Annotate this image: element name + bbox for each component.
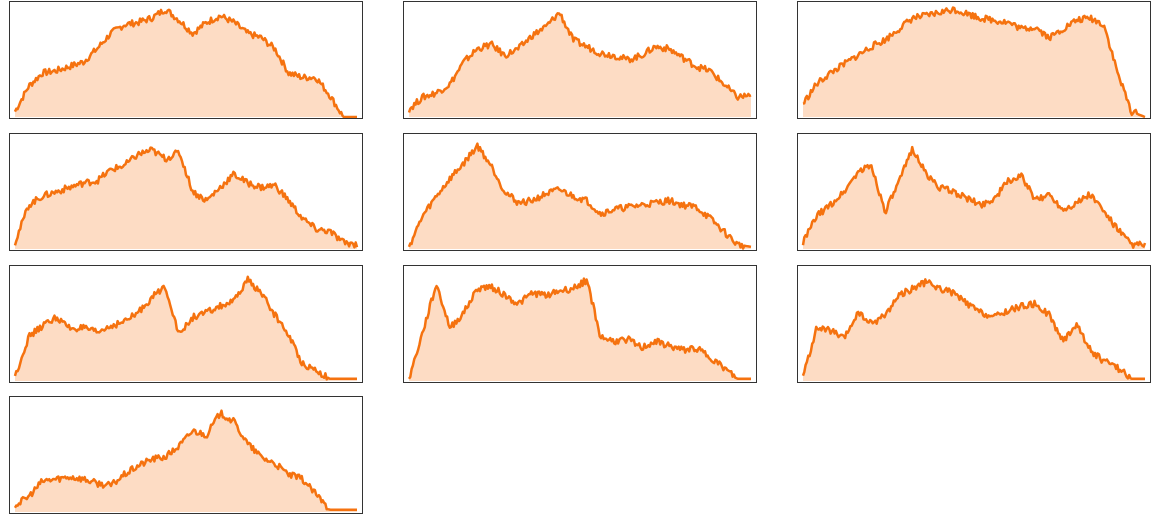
- chart-panel-2: [403, 1, 757, 119]
- area-fill: [15, 9, 357, 117]
- chart-panel-4: [9, 133, 363, 251]
- chart-panel-3: [797, 1, 1151, 119]
- series-line: [407, 277, 751, 381]
- panel-frame: [403, 265, 757, 383]
- area-fill: [15, 410, 357, 512]
- area-fill: [803, 279, 1145, 381]
- area-fill: [409, 13, 751, 117]
- series-line: [802, 6, 1146, 119]
- chart-panel-1: [9, 1, 363, 119]
- panel-frame: [797, 1, 1151, 119]
- area-fill: [803, 7, 1145, 117]
- panel-frame: [9, 133, 363, 251]
- panel-frame: [797, 133, 1151, 251]
- chart-panel-8: [403, 265, 757, 383]
- area-fill: [409, 278, 751, 381]
- series-line: [801, 278, 1145, 381]
- panel-frame: [403, 1, 757, 119]
- series-line: [13, 8, 357, 119]
- panel-frame: [403, 133, 757, 251]
- series-line: [407, 142, 752, 250]
- series-line: [13, 409, 357, 512]
- series-line: [13, 275, 357, 381]
- chart-panel-6: [797, 133, 1151, 251]
- series-line: [407, 12, 752, 113]
- series-line: [801, 145, 1147, 249]
- panel-frame: [9, 1, 363, 119]
- chart-panel-5: [403, 133, 757, 251]
- area-fill: [15, 147, 357, 249]
- area-fill: [409, 143, 751, 249]
- panel-frame: [9, 265, 363, 383]
- chart-panel-9: [797, 265, 1151, 383]
- chart-panel-7: [9, 265, 363, 383]
- chart-panel-10: [9, 396, 363, 514]
- series-line: [13, 146, 359, 249]
- panel-frame: [797, 265, 1151, 383]
- panel-frame: [9, 396, 363, 514]
- area-fill: [803, 147, 1145, 249]
